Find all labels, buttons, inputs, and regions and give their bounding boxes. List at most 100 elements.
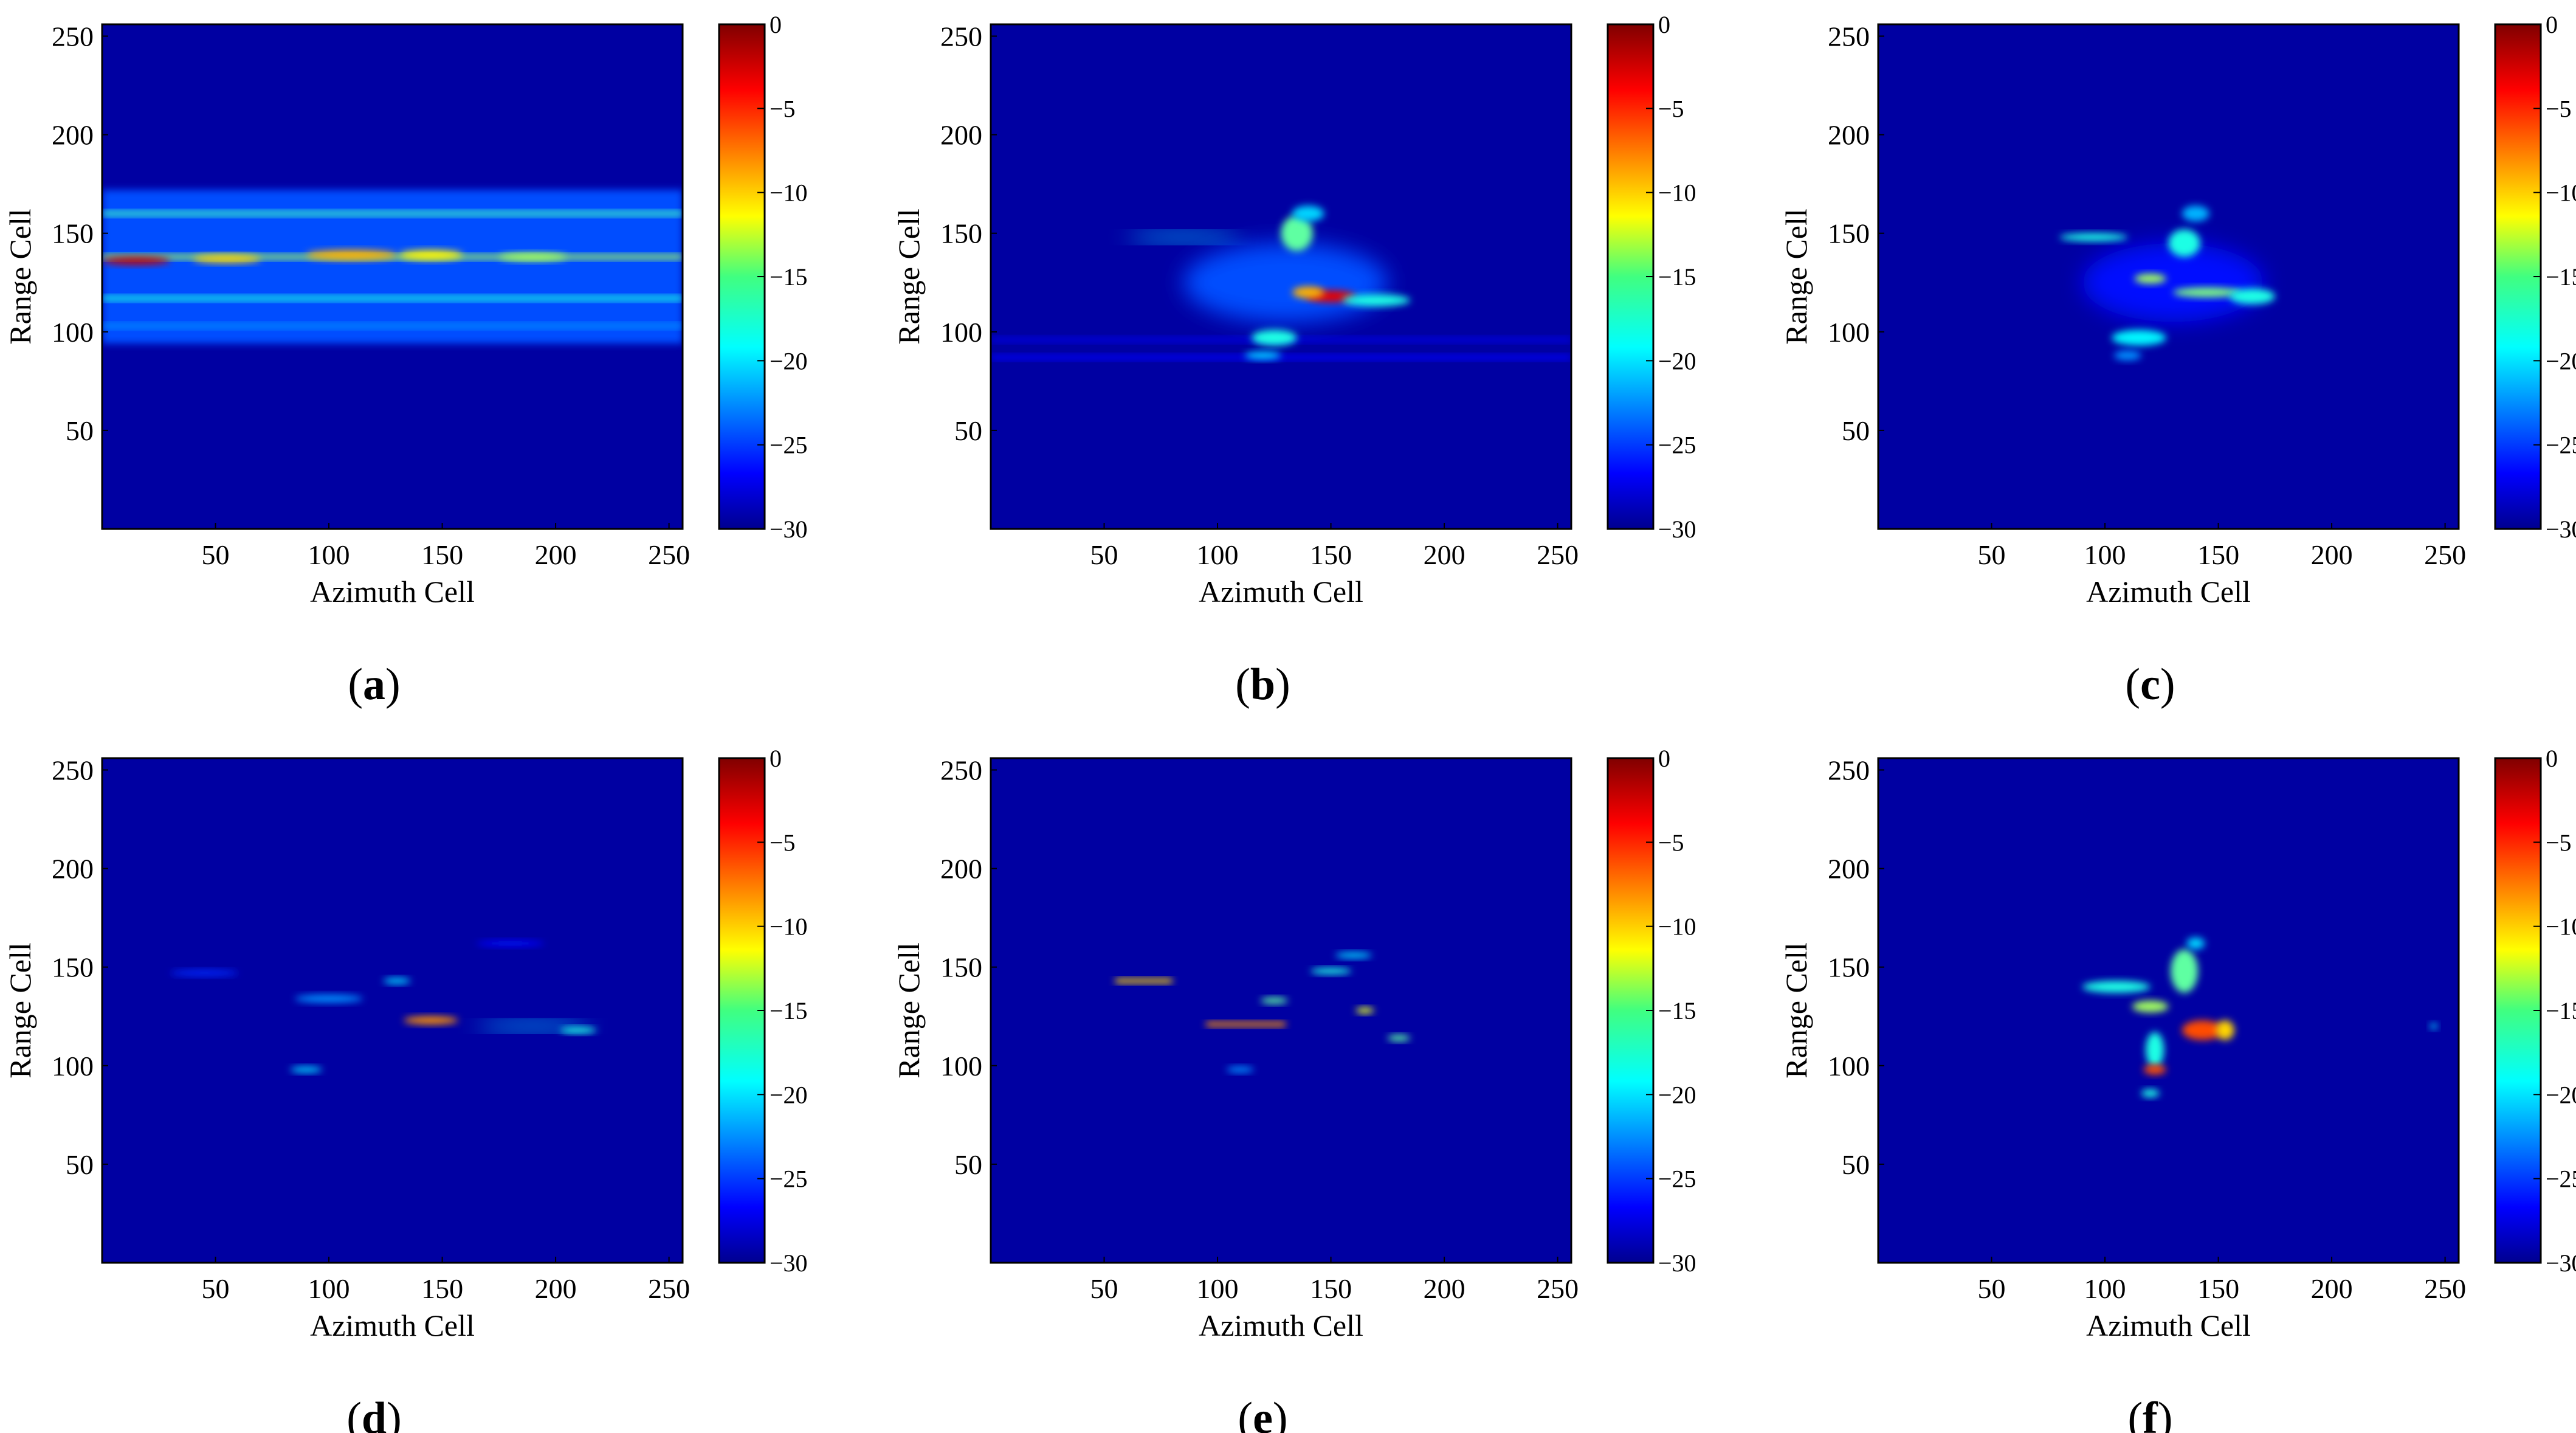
heatmap-spot [2143,1065,2166,1075]
panel-label: a [363,660,385,710]
y-tick-label: 250 [940,754,982,786]
heatmap-spot [404,1016,458,1024]
colorbar-tick-label: −5 [1658,829,1684,856]
colorbar-tick-label: −10 [2546,179,2576,207]
heatmap-spot [1387,1035,1411,1041]
y-tick-label: 200 [940,854,982,885]
x-tick-label: 250 [648,539,690,570]
heatmap-spot [2182,205,2209,222]
colorbar-tick-label: −20 [770,1081,808,1108]
y-tick-label: 100 [52,317,94,348]
heatmap-spot [2171,949,2198,993]
heatmap-spot [1310,968,1352,975]
y-tick-label: 150 [1828,952,1870,983]
y-tick-label: 50 [66,415,94,446]
y-tick-label: 150 [1828,218,1870,249]
panel-caption: (a) [348,660,400,710]
x-axis-label: Azimuth Cell [2086,1308,2251,1342]
heatmap-spot [383,978,411,984]
heatmap-spot [193,255,261,263]
y-axis-label: Range Cell [892,942,926,1079]
colorbar-tick-label: 0 [2546,11,2558,38]
x-tick-label: 50 [1978,1273,2006,1304]
panel-caption: (e) [1238,1393,1287,1433]
x-axis-label: Azimuth Cell [1199,1308,1363,1342]
plot-frame [101,757,684,1264]
y-tick-label: 50 [1842,1149,1870,1180]
y-tick-label: 250 [52,754,94,786]
heatmap-spot [1260,997,1288,1004]
heatmap-features [2059,205,2275,361]
y-tick-label: 150 [940,952,982,983]
heatmap-spot [2146,1032,2164,1068]
plot-frame [1877,23,2460,530]
x-tick-label: 250 [2424,1273,2466,1304]
heatmap-spot [1342,294,1411,306]
panel-caption: (b) [1235,660,1290,710]
x-tick-label: 200 [2311,1273,2353,1304]
y-tick-label: 200 [1828,854,1870,885]
colorbar-tick-label: −20 [2546,347,2576,375]
heatmap-spot [306,250,397,260]
heatmap-features [991,205,1571,360]
y-tick-label: 200 [1828,120,1870,151]
heatmap-spot [295,995,363,1003]
y-axis-label: Range Cell [1779,942,1813,1079]
colorbar-tick-label: −25 [2546,1165,2576,1193]
y-tick-label: 150 [940,218,982,249]
heatmap-streak [102,211,683,216]
heatmap-spot [2112,330,2166,346]
heatmap-spot [290,1066,322,1073]
y-tick-label: 50 [954,415,982,446]
panel-caption: (f) [2128,1393,2173,1433]
y-axis-label: Range Cell [1779,209,1813,345]
y-tick-label: 200 [52,120,94,151]
x-axis-label: Azimuth Cell [310,575,475,609]
heatmap-spot [476,1022,590,1031]
heatmap-spot [2172,287,2241,298]
colorbar [1607,23,1655,530]
colorbar-tick-label: −10 [1658,913,1696,941]
heatmap-streak [102,295,683,301]
colorbar-tick-label: −30 [770,516,808,543]
y-tick-label: 100 [52,1051,94,1082]
x-axis-label: Azimuth Cell [1199,575,1363,609]
colorbar-tick-label: −25 [2546,432,2576,459]
y-tick-label: 200 [940,120,982,151]
panel-label: f [2143,1393,2158,1433]
x-tick-label: 150 [2197,539,2239,570]
panel-f: 50 100 150 200 250 50 100 150 200 250 Azimuth Cell… [1779,745,2576,1433]
heatmap-spot [1335,952,1372,959]
colorbar-tick-label: −15 [770,997,808,1024]
colorbar-tick-label: 0 [770,11,782,38]
panel-caption: (c) [2125,660,2175,710]
x-tick-label: 250 [2424,539,2466,570]
heatmap-spot [2082,243,2264,322]
x-tick-label: 250 [1537,539,1579,570]
y-tick-label: 50 [1842,415,1870,446]
heatmap-spot [102,257,170,265]
y-tick-label: 200 [52,854,94,885]
y-axis-label: Range Cell [3,942,37,1079]
x-tick-label: 150 [1310,539,1352,570]
colorbar-tick-label: −15 [1658,263,1696,291]
colorbar-tick-label: −25 [770,1165,808,1193]
heatmap-streak [102,323,683,329]
x-tick-label: 200 [2311,539,2353,570]
colorbar-tick-label: −15 [2546,263,2576,291]
heatmap-spot [2430,1023,2437,1029]
y-axis-label: Range Cell [3,209,37,345]
colorbar [2494,757,2542,1264]
y-tick-label: 250 [940,21,982,52]
x-tick-label: 50 [1090,539,1118,570]
y-tick-label: 150 [52,952,94,983]
panel-label: c [2140,660,2160,710]
x-axis-label: Azimuth Cell [310,1308,475,1342]
y-tick-label: 100 [1828,317,1870,348]
y-tick-label: 250 [52,21,94,52]
colorbar-tick-label: −15 [2546,997,2576,1024]
heatmap-spot [2168,229,2200,257]
panel-c: 50 100 150 200 250 50 100 150 200 250 Azimuth Cell… [1779,11,2576,710]
heatmap-spot [1281,215,1313,251]
colorbar [1607,757,1655,1264]
